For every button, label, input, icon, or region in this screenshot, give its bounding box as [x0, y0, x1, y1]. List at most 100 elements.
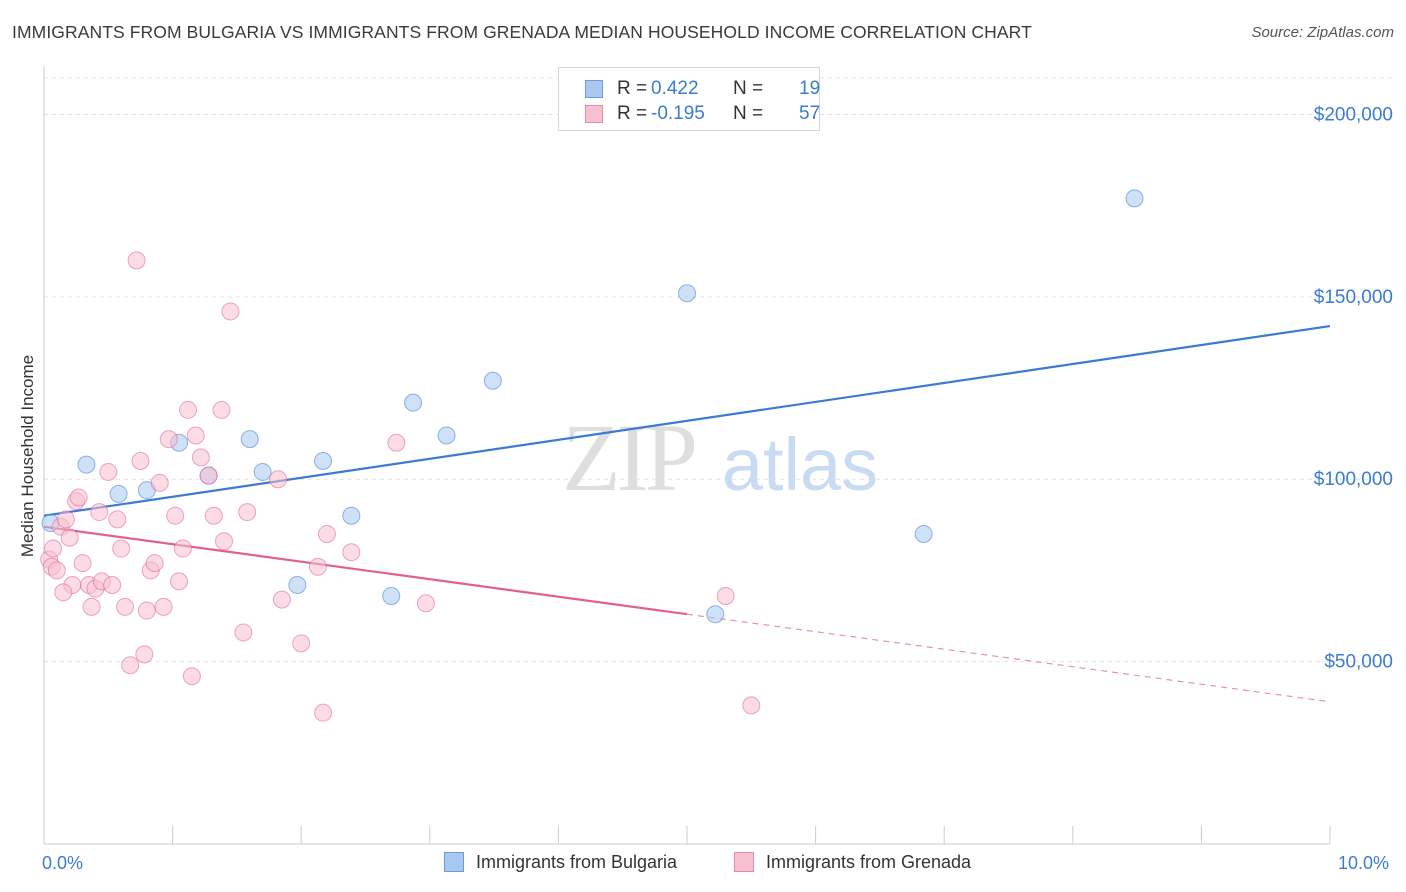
bottom-legend-label-bulgaria: Immigrants from Bulgaria — [476, 852, 678, 872]
point-bulgaria — [483, 371, 502, 390]
point-bulgaria — [437, 426, 456, 445]
point-grenada — [145, 554, 164, 573]
point-grenada — [215, 532, 234, 551]
point-grenada — [292, 634, 311, 653]
point-bulgaria — [240, 430, 259, 449]
point-grenada — [308, 557, 327, 576]
gridlines — [44, 77, 1396, 663]
y-tick-label: $50,000 — [1324, 652, 1393, 673]
point-bulgaria — [706, 605, 725, 624]
point-bulgaria — [342, 506, 361, 525]
point-bulgaria — [253, 462, 272, 481]
point-grenada — [137, 601, 156, 620]
point-grenada — [60, 528, 79, 547]
point-grenada — [191, 448, 210, 467]
point-grenada — [150, 473, 169, 492]
point-grenada — [135, 645, 154, 664]
point-grenada — [56, 510, 75, 529]
y-axis-label: Median Household Income — [18, 354, 37, 558]
point-bulgaria — [314, 452, 333, 470]
bottom-legend-swatch-grenada — [734, 852, 754, 872]
point-grenada — [199, 466, 218, 485]
legend-swatch-bulgaria — [585, 80, 603, 98]
point-grenada — [182, 667, 201, 686]
point-grenada — [416, 594, 435, 613]
point-grenada — [342, 543, 361, 562]
legend-n-label: N = — [733, 78, 764, 99]
point-bulgaria — [1125, 189, 1144, 208]
bottom-legend-grenada: Immigrants from Grenada — [734, 852, 971, 873]
x-tick-label-min: 0.0% — [42, 853, 84, 873]
point-grenada — [204, 506, 223, 525]
watermark-zip: ZIP — [562, 404, 695, 511]
point-bulgaria — [77, 455, 96, 474]
point-grenada — [73, 554, 92, 573]
trend-lines — [43, 324, 1331, 703]
legend-n-value: 19 — [799, 78, 821, 99]
point-grenada — [103, 576, 122, 595]
point-bulgaria — [914, 524, 933, 543]
bottom-legend-bulgaria: Immigrants from Bulgaria — [444, 852, 677, 873]
point-bulgaria — [404, 393, 423, 412]
point-grenada — [716, 586, 735, 605]
bottom-legend-label-grenada: Immigrants from Grenada — [766, 852, 972, 872]
y-tick-labels: $50,000 $100,000 $150,000 $200,000 — [1314, 104, 1393, 672]
trend-line-solid — [43, 525, 688, 616]
point-grenada — [159, 430, 178, 449]
point-grenada — [186, 426, 205, 445]
axes — [43, 66, 1331, 845]
point-grenada — [44, 539, 63, 558]
point-grenada — [82, 597, 101, 616]
point-bulgaria — [109, 484, 128, 503]
point-grenada — [179, 400, 198, 419]
point-grenada — [112, 539, 131, 558]
point-grenada — [154, 597, 173, 616]
y-tick-label: $100,000 — [1314, 469, 1393, 490]
point-grenada — [166, 506, 185, 525]
legend-r-value: 0.422 — [651, 78, 699, 99]
point-grenada — [131, 452, 150, 470]
point-grenada — [170, 572, 189, 591]
point-grenada — [90, 503, 109, 522]
watermark-atlas: atlas — [722, 423, 878, 506]
point-grenada — [47, 561, 66, 580]
point-grenada — [269, 470, 288, 489]
trend-line-dashed — [686, 613, 1331, 703]
legend-n-label: N = — [733, 103, 764, 124]
point-grenada — [121, 656, 140, 675]
point-grenada — [99, 462, 118, 481]
data-points — [40, 189, 1144, 722]
point-grenada — [54, 583, 73, 602]
point-grenada — [387, 433, 406, 452]
point-grenada — [173, 539, 192, 558]
point-grenada — [234, 623, 253, 642]
point-grenada — [238, 503, 257, 522]
point-bulgaria — [382, 586, 401, 605]
point-grenada — [742, 696, 761, 715]
chart-title: IMMIGRANTS FROM BULGARIA VS IMMIGRANTS F… — [12, 22, 1032, 42]
legend-r-label: R = — [617, 103, 648, 124]
legend-r-label: R = — [617, 78, 648, 99]
point-grenada — [127, 251, 146, 270]
point-bulgaria — [678, 284, 696, 303]
point-grenada — [69, 488, 88, 507]
point-bulgaria — [288, 576, 307, 595]
correlation-legend: R = 0.422 N = 19 R = -0.195 N = 57 — [558, 67, 820, 131]
point-grenada — [108, 510, 127, 529]
point-grenada — [116, 597, 135, 616]
point-grenada — [314, 703, 333, 722]
legend-n-value: 57 — [799, 103, 821, 124]
bottom-legend-swatch-bulgaria — [444, 852, 464, 872]
y-tick-label: $150,000 — [1314, 287, 1393, 308]
legend-swatch-grenada — [585, 105, 603, 123]
x-tick-label-max: 10.0% — [1338, 853, 1390, 873]
point-grenada — [272, 590, 291, 609]
point-grenada — [317, 524, 336, 543]
legend-r-value: -0.195 — [651, 103, 705, 124]
watermark: ZIP atlas — [562, 404, 878, 511]
point-grenada — [212, 400, 231, 419]
trend-line — [43, 324, 1331, 517]
point-grenada — [221, 302, 240, 321]
source-label: Source: ZipAtlas.com — [1251, 24, 1394, 41]
